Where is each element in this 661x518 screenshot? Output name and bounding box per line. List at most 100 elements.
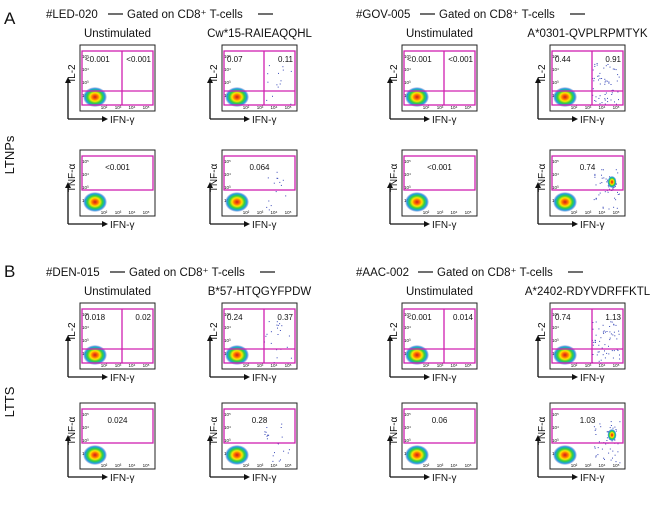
x-axis-arrowhead <box>424 374 430 380</box>
x-tick-label: 10⁴ <box>271 210 278 215</box>
plot-title: Unstimulated <box>406 286 473 298</box>
plot-title: Cw*15-RAIEAQQHL <box>207 28 312 40</box>
event-dot <box>592 344 594 346</box>
event-dot <box>592 94 594 96</box>
cell-population-density <box>553 445 577 465</box>
gate-frequency-upper-right: <0.001 <box>448 55 473 64</box>
plot-frame <box>221 149 298 217</box>
y-tick-label: 10⁵ <box>404 412 411 417</box>
x-axis-label: IFN-γ <box>252 220 276 231</box>
event-dot <box>604 344 606 346</box>
event-dot <box>593 426 595 428</box>
cell-population-density <box>83 345 107 365</box>
event-dot <box>614 439 616 441</box>
y-axis-label: IL-2 <box>537 322 548 340</box>
event-dot <box>609 337 611 339</box>
x-axis-arrowhead <box>244 221 250 227</box>
cell-population-density <box>405 345 429 365</box>
event-dot <box>610 421 612 423</box>
event-dot <box>615 183 617 185</box>
plot-title: B*57-HTQGYFPDW <box>208 286 312 298</box>
y-tick-label: 10⁴ <box>552 425 559 430</box>
event-dot <box>598 75 600 77</box>
x-tick-label: 10² <box>243 105 250 110</box>
event-dot <box>614 454 616 456</box>
y-axis-label: IL-2 <box>209 64 220 82</box>
event-dot <box>601 174 602 176</box>
plot-frame <box>79 149 156 217</box>
plot-frame <box>401 44 478 112</box>
y-tick-label: 10⁴ <box>82 67 89 72</box>
event-dot <box>276 349 278 351</box>
y-tick-label: 10⁴ <box>404 425 411 430</box>
x-tick-label: 10³ <box>115 210 122 215</box>
quadrant-gate <box>403 50 476 106</box>
y-axis-arrowhead <box>387 335 393 341</box>
event-dot <box>604 98 606 100</box>
x-tick-label: 10³ <box>437 463 444 468</box>
x-tick-label: 10⁴ <box>129 210 136 215</box>
donor-group-den-015: #DEN-015 Gated on CD8⁺ T-cells Unstimula… <box>46 267 311 484</box>
event-dot <box>267 177 269 179</box>
event-dot <box>612 187 614 189</box>
event-dot <box>270 331 272 333</box>
y-tick-label: 10³ <box>82 438 89 443</box>
gate-frequency: <0.001 <box>427 163 452 172</box>
x-tick-label: 10³ <box>257 105 264 110</box>
event-dot <box>607 191 609 193</box>
plot-unstimulated-il2: UnstimulatedIFN-γIL-210²10²10³10³10⁴10⁴1… <box>387 28 478 126</box>
y-axis-label: IL-2 <box>389 64 400 82</box>
event-dot <box>606 181 608 183</box>
event-dot <box>266 427 268 428</box>
event-dot <box>277 86 279 88</box>
x-tick-label: 10⁴ <box>451 463 458 468</box>
event-dot <box>600 359 602 361</box>
x-tick-label: 10² <box>243 463 250 468</box>
event-dot <box>612 450 614 452</box>
event-dot <box>614 68 616 70</box>
event-dot <box>602 331 604 333</box>
event-dot <box>596 354 598 356</box>
event-dot <box>619 421 621 423</box>
event-dot <box>597 447 599 449</box>
gate-frequency-upper-right: 0.37 <box>277 313 293 322</box>
x-tick-label: 10² <box>101 463 108 468</box>
event-dot <box>598 79 599 81</box>
panel-letter-b: B <box>4 262 15 281</box>
event-dot <box>602 354 604 356</box>
donor-id: #LED-020 <box>46 9 98 21</box>
event-dot <box>594 176 596 178</box>
event-dot <box>283 450 285 452</box>
responding-population-density <box>607 429 617 441</box>
x-axis-arrowhead <box>572 221 578 227</box>
y-tick-label: 10³ <box>552 80 559 85</box>
x-axis-label: IFN-γ <box>252 373 276 384</box>
event-dot <box>598 344 600 346</box>
event-dot <box>268 65 270 67</box>
x-axis-arrowhead <box>424 474 430 480</box>
event-dot <box>607 64 609 65</box>
x-tick-label: 10³ <box>437 210 444 215</box>
gate-frequency-upper-right: 0.02 <box>135 313 151 322</box>
event-dot <box>594 63 596 65</box>
x-axis-label: IFN-γ <box>580 115 604 126</box>
x-axis-arrowhead <box>102 374 108 380</box>
gate-frequency-upper-right: <0.001 <box>126 55 151 64</box>
y-tick-label: 10⁵ <box>82 54 89 59</box>
x-axis-label: IFN-γ <box>432 220 456 231</box>
event-dot <box>613 187 615 188</box>
y-axis-arrowhead <box>387 77 393 83</box>
event-dot <box>595 100 597 102</box>
event-dot <box>599 78 601 80</box>
x-axis-arrowhead <box>424 116 430 122</box>
event-dot <box>618 333 620 335</box>
plot-frame <box>79 402 156 470</box>
event-dot <box>268 200 270 202</box>
event-dot <box>593 77 595 79</box>
cell-population-density <box>83 87 107 107</box>
plot-frame <box>79 302 156 370</box>
rectangle-gate <box>223 408 296 444</box>
gate-frequency-upper-left: 0.74 <box>555 313 571 322</box>
